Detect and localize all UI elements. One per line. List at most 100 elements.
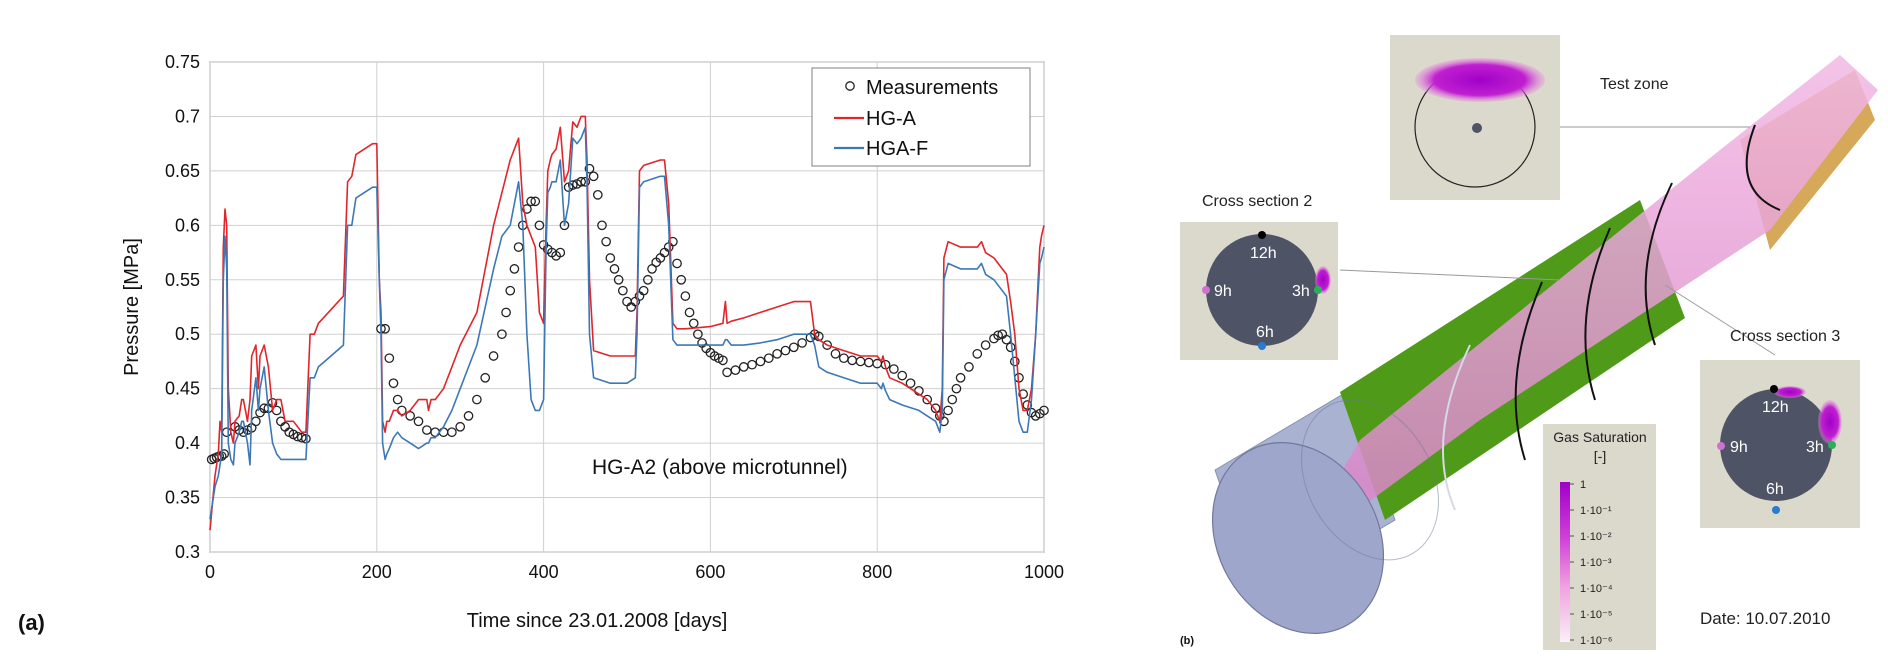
cs3-gas-spot-right	[1818, 400, 1842, 444]
measurement-point	[219, 449, 230, 459]
measurement-point	[830, 348, 841, 359]
cs2-marker-9h	[1202, 286, 1210, 294]
y-tick-label: 0.45	[165, 379, 200, 399]
colorbar-tick-label: 1·10⁻³	[1580, 557, 1612, 569]
cs2-marker-3h	[1314, 286, 1322, 294]
measurement-point	[763, 353, 774, 364]
y-tick-label: 0.55	[165, 270, 200, 290]
measurement-point	[567, 180, 578, 190]
cross-section-2-label: Cross section 2	[1202, 193, 1312, 210]
measurement-point	[1009, 356, 1020, 367]
axis-ticks: 0 200 400 600 800 1000 0.3 0.35 0.4 0.45 0.5 0.55 0.…	[165, 52, 1064, 582]
measurement-point	[1039, 405, 1049, 416]
legend-label-hga-f: HGA-F	[866, 138, 928, 160]
measurement-point	[693, 329, 703, 340]
test-zone-center-dot	[1472, 123, 1482, 133]
measurement-point	[588, 171, 599, 182]
measurement-point	[497, 329, 507, 340]
measurement-point	[505, 285, 516, 296]
measurement-point	[747, 359, 757, 370]
chart-annotation: HG-A2 (above microtunnel)	[592, 456, 848, 479]
measurement-point	[730, 365, 741, 376]
measurement-point	[943, 405, 953, 416]
measurement-point	[642, 274, 653, 285]
cs2-marker-12h	[1258, 231, 1266, 239]
colorbar-tick-label: 1·10⁻⁶	[1580, 635, 1612, 647]
measurement-point	[905, 378, 916, 389]
measurement-point	[922, 394, 933, 405]
legend-label-hg-a: HG-A	[866, 108, 917, 130]
colorbar-title: Gas Saturation	[1553, 429, 1646, 445]
cross-section-ring-3	[1584, 227, 1611, 401]
cs3-marker-12h	[1770, 385, 1778, 393]
measurement-point	[889, 364, 899, 374]
measurement-point	[788, 342, 799, 353]
colorbar-tick-label: 1·10⁻¹	[1580, 505, 1612, 517]
measurement-point	[405, 411, 416, 421]
colorbar-gradient	[1560, 482, 1570, 642]
chart-legend: Measurements HG-A HGA-F	[811, 67, 1031, 167]
x-tick-label: 0	[205, 562, 215, 582]
measurement-point	[576, 176, 586, 187]
cs3-label-6h: 6h	[1766, 481, 1784, 498]
legend-label-measurements: Measurements	[866, 77, 998, 99]
measurement-point	[609, 264, 620, 274]
gas-saturation-colorbar: Gas Saturation [-] 1 1·10⁻¹ 1·10⁻² 1·10⁻³ 1·…	[1543, 424, 1656, 650]
measurement-point	[472, 394, 482, 405]
colorbar-tick-label: 1	[1580, 479, 1586, 491]
x-tick-label: 1000	[1024, 562, 1064, 582]
measurement-point	[993, 330, 1003, 341]
cs2-label-3h: 3h	[1292, 283, 1310, 300]
pressure-chart: 0 200 400 600 800 1000 0.3 0.35 0.4 0.45 0.5 0.55 0.…	[121, 52, 1064, 632]
cs3-label-3h: 3h	[1806, 439, 1824, 456]
callout-line-cs2	[1339, 269, 1561, 281]
cs3-marker-6h	[1772, 506, 1780, 514]
interior-ring	[1301, 399, 1439, 561]
cs3-gas-spot-top	[1774, 386, 1806, 398]
y-tick-label: 0.4	[175, 433, 200, 453]
tunnel-front-face	[1211, 442, 1385, 634]
measurement-point	[638, 285, 649, 296]
measurement-point	[413, 416, 424, 427]
x-tick-label: 400	[529, 562, 559, 582]
test-zone-inset: Test zone	[1390, 35, 1669, 200]
cross-section-ring-5	[1745, 124, 1781, 211]
measurement-point	[613, 274, 624, 285]
y-tick-label: 0.35	[165, 488, 200, 508]
series-layer	[206, 115, 1049, 531]
measurement-point	[676, 274, 687, 285]
legend-marker-measurements	[845, 81, 855, 91]
tunnel-scene: Test zone Cross section 2 12h 3h 6h 9h C…	[1180, 35, 1878, 650]
y-tick-label: 0.75	[165, 52, 200, 72]
measurement-point	[822, 340, 833, 350]
panel-a-label: (a)	[18, 610, 45, 635]
measurement-point	[605, 253, 616, 263]
measurement-point	[672, 258, 682, 269]
measurement-point	[296, 432, 307, 443]
cross-section-2-inset: Cross section 2 12h 3h 6h 9h	[1180, 193, 1338, 360]
cs2-label-12h: 12h	[1250, 245, 1277, 262]
measurement-point	[797, 338, 807, 348]
cs3-marker-3h	[1828, 441, 1836, 449]
measurement-point	[455, 421, 466, 432]
cross-section-ring-2	[1514, 281, 1543, 461]
series-line-hga-f	[209, 126, 1045, 520]
colorbar-tick-label: 1·10⁻⁴	[1580, 583, 1613, 595]
colorbar-tick-labels: 1 1·10⁻¹ 1·10⁻² 1·10⁻³ 1·10⁻⁴ 1·10⁻⁵ 1·10⁻⁶	[1570, 479, 1613, 647]
measurement-point	[501, 307, 511, 318]
cs2-disk	[1206, 234, 1318, 346]
grid-lines	[209, 61, 1045, 553]
measurement-point	[947, 394, 958, 405]
callout-line-cs3	[1664, 284, 1776, 356]
cs3-label-9h: 9h	[1730, 439, 1748, 456]
measurement-point	[955, 372, 966, 383]
measurement-point	[463, 411, 474, 421]
measurement-point	[584, 163, 595, 174]
measurement-point	[755, 356, 766, 367]
cs2-label-6h: 6h	[1256, 324, 1274, 341]
date-label: Date: 10.07.2010	[1700, 609, 1830, 628]
panel-b-label: (b)	[1180, 635, 1194, 647]
colorbar-tick-label: 1·10⁻²	[1580, 531, 1612, 543]
measurement-point	[684, 307, 695, 318]
x-axis-label: Time since 23.01.2008 [days]	[467, 610, 728, 632]
